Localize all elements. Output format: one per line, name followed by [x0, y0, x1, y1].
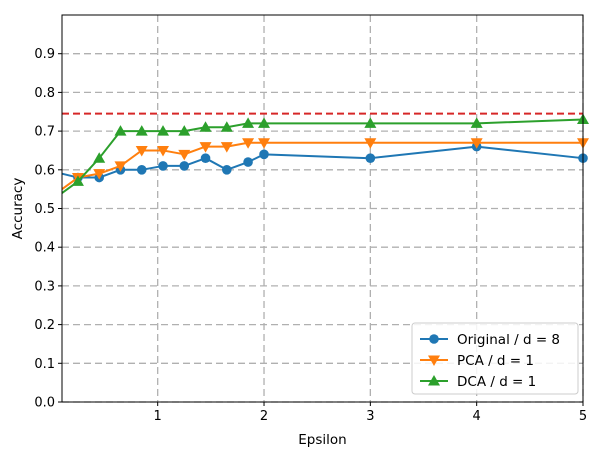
- y-tick-label: 0.4: [34, 241, 55, 256]
- data-point: [200, 153, 211, 163]
- data-point: [259, 149, 269, 160]
- data-point: [470, 117, 483, 128]
- y-tick-label: 0.3: [34, 279, 55, 294]
- data-point: [71, 175, 84, 186]
- data-point: [157, 145, 170, 157]
- legend-label: PCA / d = 1: [457, 353, 534, 369]
- data-point: [179, 161, 190, 171]
- series-layer: [61, 113, 589, 194]
- data-point: [93, 152, 106, 163]
- series-line: [61, 118, 584, 194]
- data-point: [178, 149, 191, 161]
- y-tick-label: 0.0: [34, 396, 55, 411]
- data-point: [364, 117, 377, 128]
- series-0: [61, 141, 588, 183]
- x-tick-label: 2: [260, 409, 268, 424]
- legend-swatch-marker: [429, 334, 439, 344]
- data-point: [136, 165, 147, 175]
- legend-entry: Original / d = 8: [420, 332, 560, 348]
- series-1: [61, 138, 589, 190]
- data-point: [135, 125, 148, 136]
- ticks: 1 2 3 4 5 0.0 0.1 0.2 0.3 0.4 0.5 0.6 0.7 0.8 0.9: [34, 47, 587, 424]
- data-point: [157, 125, 170, 136]
- x-tick-label: 5: [579, 409, 587, 424]
- data-point: [93, 169, 106, 180]
- x-axis-label: Epsilon: [298, 432, 346, 448]
- data-point: [243, 157, 253, 167]
- x-tick-label: 1: [154, 409, 162, 424]
- data-point: [114, 161, 127, 172]
- x-tick-label: 3: [366, 409, 374, 424]
- data-point: [135, 145, 148, 157]
- legend-box: [411, 322, 579, 395]
- series-2: [61, 113, 589, 194]
- data-point: [220, 121, 233, 132]
- data-point: [220, 142, 233, 153]
- data-point: [242, 117, 255, 128]
- data-point: [199, 142, 212, 153]
- legend-entry: DCA / d = 1: [420, 374, 536, 390]
- data-point: [222, 165, 232, 175]
- legend-label: DCA / d = 1: [457, 374, 536, 390]
- data-point: [158, 161, 168, 171]
- legend-label: Original / d = 8: [457, 332, 560, 348]
- data-point: [242, 138, 255, 149]
- legend-swatch-marker: [428, 355, 440, 366]
- y-tick-label: 0.8: [34, 86, 55, 101]
- x-tick-label: 4: [473, 409, 481, 424]
- y-tick-label: 0.9: [34, 47, 55, 62]
- legend-entry: PCA / d = 1: [420, 353, 534, 369]
- data-point: [178, 125, 191, 136]
- y-tick-label: 0.7: [34, 125, 55, 140]
- legend-swatch-marker: [428, 375, 440, 386]
- y-tick-label: 0.6: [34, 163, 55, 178]
- data-point: [365, 153, 376, 163]
- y-tick-label: 0.5: [34, 202, 55, 217]
- data-point: [258, 117, 271, 128]
- y-axis-label: Accuracy: [10, 178, 26, 240]
- data-point: [470, 138, 483, 149]
- y-tick-label: 0.1: [34, 357, 55, 372]
- y-tick-label: 0.2: [34, 318, 55, 333]
- legend: Original / d = 8 PCA / d = 1 DCA / d = 1: [411, 322, 579, 395]
- data-point: [114, 125, 127, 136]
- data-point: [258, 138, 271, 149]
- data-point: [364, 138, 377, 149]
- data-point: [199, 121, 212, 132]
